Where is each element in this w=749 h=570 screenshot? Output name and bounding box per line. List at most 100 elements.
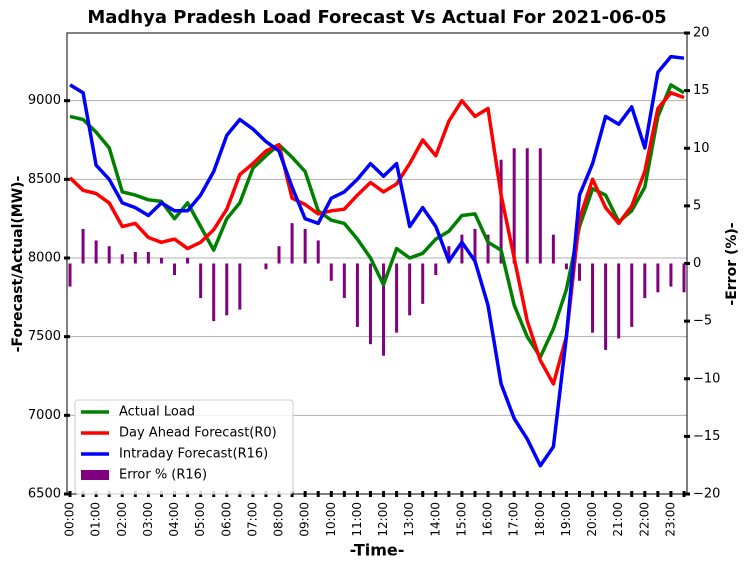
legend-label: Error % (R16) <box>119 468 207 483</box>
plot-frame <box>66 32 688 495</box>
x-tick-label: 04:00 <box>167 502 181 537</box>
error-bar <box>199 263 203 299</box>
x-tick-label: 19:00 <box>559 502 573 537</box>
y-axis-label: -Forecast/Actual(MW)- <box>10 175 26 352</box>
error-bar <box>525 148 529 264</box>
y2-tick-label: 5 <box>693 198 701 213</box>
error-bar <box>68 263 72 287</box>
x-tick-label: 05:00 <box>193 502 207 537</box>
error-bar <box>146 251 150 264</box>
x-tick-label: 15:00 <box>454 502 468 537</box>
error-bar <box>277 246 281 264</box>
error-bar <box>120 254 124 264</box>
error-bar <box>630 263 634 327</box>
x-tick-label: 14:00 <box>428 502 442 537</box>
error-bar <box>499 159 503 264</box>
x-tick-label: 23:00 <box>663 502 677 537</box>
y-tick-label: 9000 <box>28 93 61 108</box>
x-tick-label: 01:00 <box>89 502 103 537</box>
error-bar <box>656 263 660 293</box>
x-tick-label: 21:00 <box>611 502 625 537</box>
x-tick-label: 17:00 <box>507 502 521 537</box>
y2-tick-label: −15 <box>693 429 720 444</box>
error-bar <box>643 263 647 299</box>
x-tick-label: 22:00 <box>637 502 651 537</box>
legend-box <box>74 399 294 495</box>
error-bar <box>303 228 307 264</box>
error-bar <box>564 263 568 270</box>
error-bar <box>329 263 333 281</box>
legend-label: Day Ahead Forecast(R0) <box>119 426 277 441</box>
error-bar <box>447 246 451 264</box>
x-tick-label: 13:00 <box>402 502 416 537</box>
error-bar <box>355 263 359 327</box>
error-bar <box>107 246 111 264</box>
legend-label: Intraday Forecast(R16) <box>119 447 268 462</box>
error-bar <box>434 263 438 276</box>
error-bar <box>512 148 516 264</box>
series-line <box>69 83 685 359</box>
y-tick-label: 7500 <box>28 329 61 344</box>
x-tick-label: 06:00 <box>219 502 233 537</box>
legend-swatch <box>81 470 109 480</box>
error-bar <box>94 240 98 264</box>
error-bar <box>408 263 412 316</box>
x-tick-label: 03:00 <box>141 502 155 537</box>
x-tick-label: 07:00 <box>245 502 259 537</box>
y2-tick-label: 10 <box>693 141 710 156</box>
series-line <box>69 54 685 468</box>
y-tick-label: 7000 <box>28 408 61 423</box>
x-tick-label: 09:00 <box>298 502 312 537</box>
error-bar <box>382 263 386 356</box>
error-bar <box>81 228 85 264</box>
series-line <box>68 91 685 386</box>
error-bar <box>212 263 216 322</box>
y2-tick-label: 15 <box>693 83 710 98</box>
y2-tick-label: 0 <box>693 256 701 271</box>
y2-tick-label: −20 <box>693 487 720 502</box>
chart-title: Madhya Pradesh Load Forecast Vs Actual F… <box>87 7 666 28</box>
error-bar <box>316 240 320 264</box>
error-bar <box>186 257 190 264</box>
error-bar <box>538 148 542 264</box>
error-bar <box>604 263 608 350</box>
error-bar <box>682 263 686 293</box>
error-bar <box>159 257 163 264</box>
error-bar <box>486 234 490 264</box>
error-bar <box>225 263 229 316</box>
x-axis-label: -Time- <box>350 541 405 560</box>
error-bar <box>368 263 372 345</box>
y2-tick-label: −5 <box>693 314 712 329</box>
y2-axis-label: -Error (%)- <box>724 222 740 305</box>
error-bar <box>395 263 399 333</box>
error-bar <box>264 263 268 270</box>
error-bar <box>669 263 673 287</box>
error-bar <box>460 234 464 264</box>
error-bar <box>551 234 555 264</box>
legend-label: Actual Load <box>119 405 195 420</box>
error-bar <box>238 263 242 310</box>
error-bar <box>473 228 477 264</box>
y-tick-label: 8500 <box>28 172 61 187</box>
y2-tick-label: 20 <box>693 26 710 41</box>
error-bar <box>342 263 346 299</box>
x-tick-label: 18:00 <box>533 502 547 537</box>
x-tick-label: 10:00 <box>324 502 338 537</box>
error-bar <box>577 263 581 281</box>
x-tick-label: 11:00 <box>350 502 364 537</box>
y-tick-label: 8000 <box>28 250 61 265</box>
error-bar <box>290 223 294 264</box>
y-tick-label: 6500 <box>28 487 61 502</box>
x-tick-label: 00:00 <box>63 502 77 537</box>
x-tick-label: 20:00 <box>585 502 599 537</box>
error-bar <box>133 251 137 264</box>
x-tick-label: 16:00 <box>481 502 495 537</box>
error-bar <box>173 263 177 276</box>
error-bar <box>421 263 425 304</box>
x-tick-label: 12:00 <box>376 502 390 537</box>
error-bar <box>591 263 595 333</box>
x-tick-label: 02:00 <box>115 502 129 537</box>
x-tick-label: 08:00 <box>272 502 286 537</box>
error-bar <box>617 263 621 339</box>
